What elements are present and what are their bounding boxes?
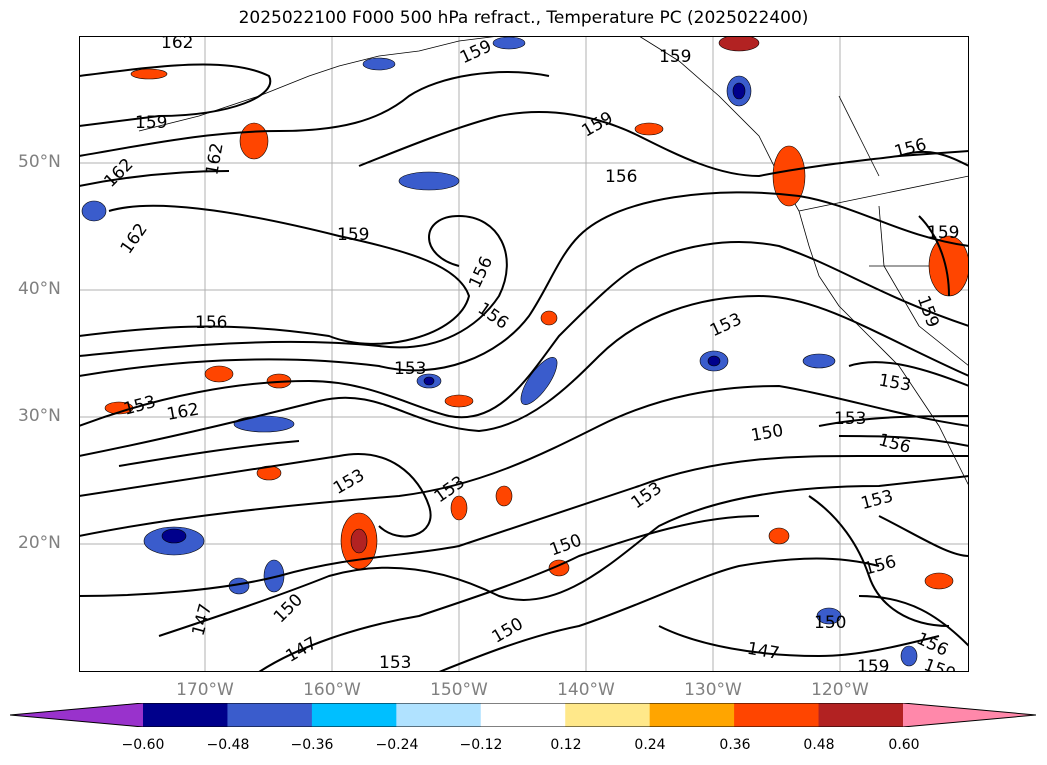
map-title: 2025022100 F000 500 hPa refract., Temper… — [238, 8, 809, 28]
colorbar-segment — [818, 703, 904, 727]
contour-label: 159 — [457, 36, 495, 68]
contour-label: 156 — [474, 299, 512, 334]
lat-label: 40°N — [18, 279, 61, 299]
lon-label: 120°W — [811, 680, 869, 700]
colorbar-segment — [649, 703, 735, 727]
contour-label: 156 — [876, 430, 913, 458]
contour-label: 162 — [100, 155, 137, 192]
contour-label: 153 — [394, 359, 426, 379]
colorbar-segment — [311, 703, 397, 727]
contour-label: 153 — [628, 478, 666, 513]
contour-label: 153 — [121, 392, 158, 420]
lat-label: 50°N — [18, 152, 61, 172]
colorbar-tick: −0.12 — [459, 737, 503, 753]
lon-label: 160°W — [303, 680, 361, 700]
colorbar-segment — [143, 703, 228, 727]
lat-label: 20°N — [18, 533, 61, 553]
contour-label: 159 — [857, 657, 889, 672]
contour-label: 159 — [135, 113, 167, 133]
contour-label: 153 — [859, 486, 896, 514]
contour-label: 150 — [749, 421, 784, 446]
contour-label: 159 — [913, 293, 943, 330]
contour-label: 147 — [745, 639, 780, 664]
contour-label: 153 — [877, 371, 912, 396]
contour-label: 162 — [161, 36, 193, 53]
lon-label: 170°W — [176, 680, 234, 700]
colorbar-segment — [565, 703, 651, 727]
contour-label: 162 — [117, 220, 152, 258]
gridlines — [79, 36, 969, 672]
contour-label: 156 — [862, 552, 899, 580]
colorbar-tick: 0.12 — [550, 737, 582, 753]
colorbar-tick: −0.60 — [121, 737, 165, 753]
contour-label: 150 — [814, 613, 846, 633]
colorbar — [10, 703, 1036, 727]
colorbar-segment — [227, 703, 313, 727]
contour-label: 147 — [283, 633, 321, 667]
colorbar-tick: 0.48 — [803, 737, 835, 753]
colorbar-tick: −0.24 — [375, 737, 419, 753]
contours — [79, 63, 969, 672]
contour-label: 162 — [165, 400, 200, 425]
contour-label: 153 — [834, 409, 866, 429]
anomaly-fill — [81, 36, 969, 667]
colorbar-tick: −0.48 — [206, 737, 250, 753]
contour-label: 153 — [379, 653, 411, 672]
colorbar-tick: −0.36 — [290, 737, 334, 753]
contour-label: 156 — [892, 135, 929, 163]
lon-label: 150°W — [430, 680, 488, 700]
contour-label: 156 — [605, 167, 637, 187]
contour-label: 159 — [927, 223, 959, 243]
lon-label: 140°W — [557, 680, 615, 700]
colorbar-tick: 0.36 — [719, 737, 751, 753]
contour-label: 159 — [579, 108, 617, 142]
contour-label: 153 — [330, 465, 368, 499]
contour-label: 147 — [189, 602, 217, 639]
contour-label: 159 — [337, 225, 369, 245]
colorbar-segment — [396, 703, 482, 727]
contour-label: 156 — [465, 254, 497, 292]
lon-label: 130°W — [684, 680, 742, 700]
contour-label: 156 — [195, 313, 227, 333]
colorbar-segment — [734, 703, 820, 727]
colorbar-segment — [480, 703, 566, 727]
contour-label: 159 — [659, 47, 691, 67]
colorbar-tick: 0.60 — [888, 737, 920, 753]
colorbar-tick: 0.24 — [634, 737, 666, 753]
map-panel: 162 162 162 162 159 159 159 159 159 159 … — [79, 36, 969, 672]
lat-label: 30°N — [18, 406, 61, 426]
colorbar-segment — [903, 703, 1036, 727]
colorbar-segment — [10, 703, 143, 727]
